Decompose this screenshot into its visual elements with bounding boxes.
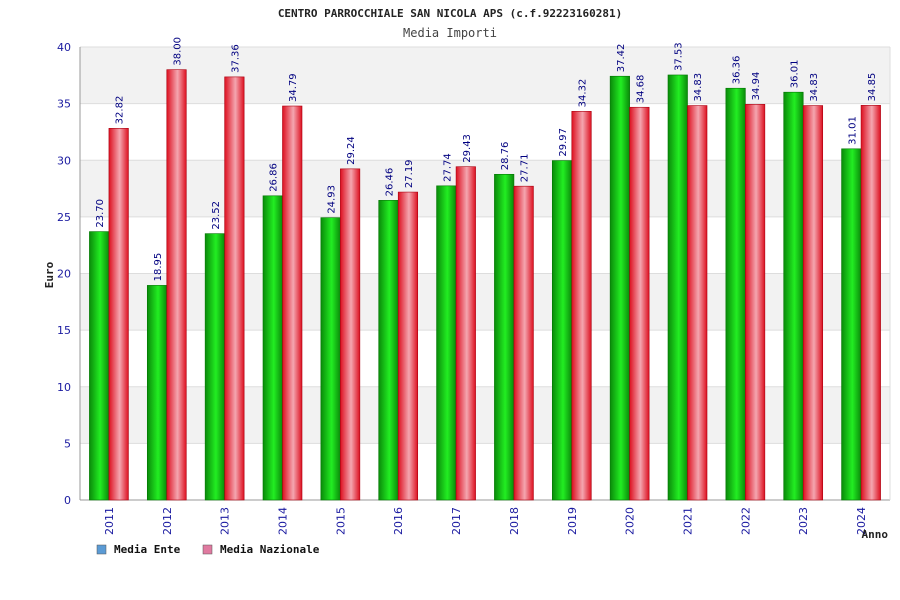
y-ticks: 0 5 10 15 20 25 30 35 40 [57, 41, 71, 507]
value-label: 34.79 [288, 73, 299, 102]
value-label: 18.95 [153, 253, 164, 282]
value-label: 34.85 [867, 73, 878, 102]
bar-media-ente-2024 [841, 148, 862, 501]
value-label: 29.43 [462, 134, 473, 163]
x-tick-label: 2018 [508, 507, 521, 535]
y-axis-label: Euro [43, 261, 56, 288]
y-tick-label: 10 [57, 381, 71, 394]
bar-media-ente-2012 [146, 285, 168, 501]
x-tick-label: 2015 [334, 507, 347, 535]
x-ticks: 2011 2012 2013 2014 2015 2016 2017 2018 2019 2020… [103, 507, 868, 535]
legend-label-media-nazionale: Media Nazionale [220, 543, 320, 556]
value-label: 31.01 [847, 116, 858, 145]
legend: Media Ente Media Nazionale [96, 543, 320, 556]
value-label: 27.71 [520, 154, 531, 183]
value-labels: 23.70 32.82 18.95 38.00 23.52 37.36 26.86 34.79… [95, 37, 878, 281]
bar-media-ente-2015 [320, 217, 341, 501]
value-label: 37.42 [616, 44, 627, 73]
value-label: 28.76 [500, 142, 511, 171]
grid-band [80, 47, 890, 104]
gridlines [80, 46, 890, 444]
value-label: 36.01 [789, 60, 800, 89]
bars [89, 69, 881, 501]
value-label: 34.68 [635, 75, 646, 104]
x-tick-label: 2014 [277, 507, 290, 535]
x-tick-label: 2023 [797, 507, 810, 535]
x-tick-label: 2013 [219, 507, 232, 535]
y-tick-label: 35 [57, 98, 71, 111]
bar-media-nazionale-2024 [860, 105, 881, 501]
x-tick-label: 2011 [103, 507, 116, 535]
value-label: 23.70 [95, 199, 106, 228]
bar-media-nazionale-2014 [282, 105, 303, 501]
value-label: 27.19 [404, 159, 415, 188]
y-tick-label: 0 [64, 494, 71, 507]
x-tick-label: 2016 [392, 507, 405, 535]
bar-media-ente-2013 [204, 233, 225, 501]
legend-swatch-media-nazionale [202, 544, 213, 555]
x-tick-label: 2021 [682, 507, 695, 535]
bar-media-nazionale-2021 [687, 105, 708, 501]
chart-subtitle: Media Importi [403, 26, 497, 40]
value-label: 23.52 [211, 201, 222, 230]
y-tick-label: 30 [57, 154, 71, 167]
bar-media-nazionale-2022 [745, 104, 766, 501]
bar-media-ente-2020 [609, 75, 630, 501]
y-tick-label: 40 [57, 41, 71, 54]
bar-media-ente-2021 [667, 74, 688, 501]
bar-media-nazionale-2011 [108, 128, 129, 501]
bar-media-nazionale-2017 [455, 166, 476, 501]
x-tick-label: 2022 [739, 507, 752, 535]
bar-media-nazionale-2013 [224, 76, 245, 501]
value-label: 34.83 [809, 73, 820, 102]
y-tick-label: 25 [57, 211, 71, 224]
bar-media-ente-2017 [436, 185, 457, 501]
value-label: 34.83 [693, 73, 704, 102]
bar-media-ente-2023 [783, 91, 804, 501]
value-label: 24.93 [327, 185, 338, 214]
bar-media-ente-2018 [494, 173, 515, 501]
bar-media-nazionale-2018 [513, 185, 534, 501]
x-tick-label: 2012 [161, 507, 174, 535]
grid-band [80, 273, 890, 331]
value-label: 36.36 [732, 56, 743, 85]
value-label: 29.24 [346, 136, 357, 165]
bar-media-nazionale-2015 [340, 168, 361, 501]
bar-media-ente-2011 [89, 231, 110, 501]
value-label: 34.32 [578, 79, 589, 108]
value-label: 37.53 [674, 42, 685, 71]
x-tick-label: 2020 [624, 507, 637, 535]
y-tick-label: 15 [57, 324, 71, 337]
value-label: 29.97 [558, 128, 569, 157]
value-label: 37.36 [230, 44, 241, 73]
grid-band [80, 386, 890, 444]
value-label: 34.94 [751, 72, 762, 101]
value-label: 26.86 [269, 163, 280, 192]
bar-media-nazionale-2012 [166, 69, 187, 501]
bar-media-nazionale-2016 [397, 191, 419, 501]
x-tick-label: 2019 [566, 507, 579, 535]
legend-label-media-ente: Media Ente [114, 543, 181, 556]
bar-media-ente-2019 [551, 160, 573, 501]
x-tick-label: 2017 [450, 507, 463, 535]
grid-bands [80, 47, 890, 444]
bar-media-ente-2014 [262, 195, 283, 501]
grid-band [80, 160, 890, 217]
value-label: 32.82 [115, 96, 126, 125]
legend-swatch-media-ente [96, 544, 107, 555]
chart-title: CENTRO PARROCCHIALE SAN NICOLA APS (c.f.… [278, 7, 622, 20]
y-tick-label: 5 [64, 437, 71, 450]
bar-media-ente-2022 [725, 87, 746, 501]
y-tick-label: 20 [57, 268, 71, 281]
value-label: 26.46 [384, 168, 395, 197]
x-axis-label: Anno [862, 528, 889, 541]
x-tick-label: 2024 [855, 507, 868, 535]
bar-media-nazionale-2020 [629, 106, 650, 501]
value-label: 38.00 [173, 37, 184, 66]
bar-media-nazionale-2023 [802, 105, 824, 501]
bar-media-ente-2016 [378, 200, 399, 501]
value-label: 27.74 [442, 153, 453, 182]
bar-media-nazionale-2019 [571, 111, 592, 501]
